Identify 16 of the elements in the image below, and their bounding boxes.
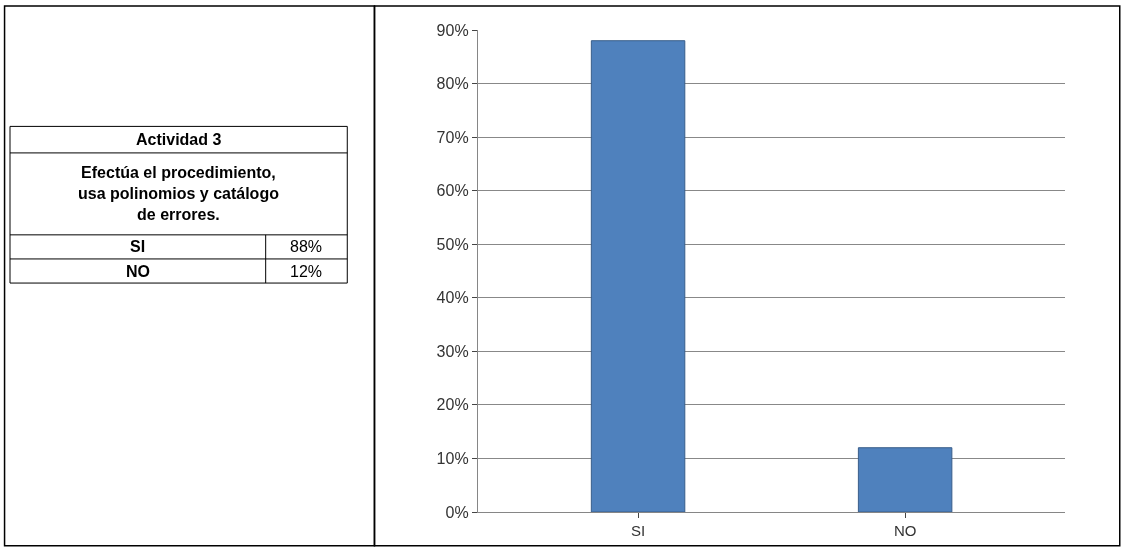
y-tick-label: 20% [436, 396, 469, 414]
y-tick-label: 30% [436, 342, 469, 360]
y-tick-label: 50% [436, 235, 469, 253]
y-tick-label: 90% [436, 21, 469, 39]
category-label: SI [130, 238, 146, 255]
text: Actividad 3 [136, 131, 222, 148]
text: Efectúa el procedimiento, usa polinomios y catálogo de errores. [78, 164, 280, 223]
category-label: NO [126, 263, 150, 280]
text: 88% [290, 238, 323, 255]
y-tick-label: 40% [436, 289, 469, 307]
y-tick-label: 60% [436, 182, 469, 200]
y-tick-label: 10% [436, 450, 469, 468]
text: 12% [290, 263, 323, 280]
y-tick-label: 80% [436, 75, 469, 93]
y-tick-label: 0% [445, 503, 469, 521]
y-tick-label: 70% [436, 128, 469, 146]
